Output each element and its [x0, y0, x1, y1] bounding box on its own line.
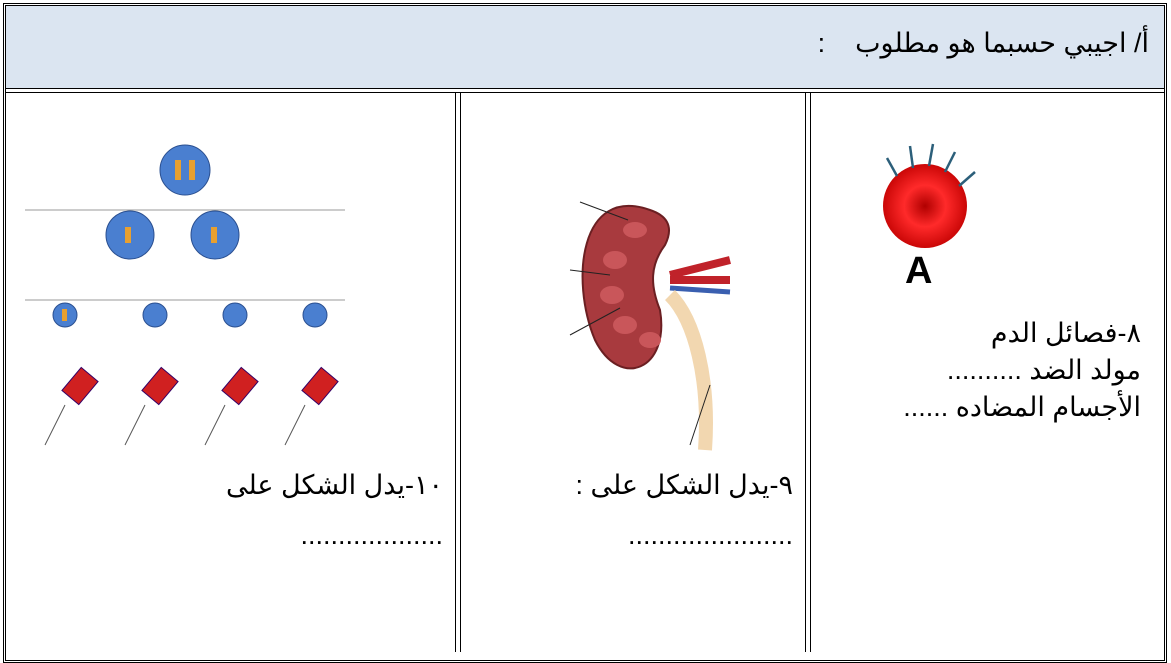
question-line: ...................: [300, 520, 443, 550]
body: أ/ اجيبي حسبما هو مطلوب : A ٨-فصائل الدم…: [3, 3, 1167, 663]
question-line: ١٠-يدل الشكل على: [225, 470, 443, 500]
header-rule: [5, 88, 1165, 93]
blood-cell-image: [883, 143, 976, 248]
question-line: ......................: [627, 520, 793, 550]
meiosis-image: [25, 144, 345, 446]
question-line: ٩-يدل الشكل على :: [575, 470, 793, 500]
question-line: الأجسام المضاده ......: [903, 392, 1141, 422]
antigen-label: A: [905, 250, 933, 292]
kidney-image: [569, 201, 731, 451]
header-background: [5, 5, 1165, 89]
page: {"header":{"title":"أ/ اجيبي حسبما هو مط…: [3, 3, 1167, 663]
question-line: ٨-فصائل الدم: [990, 318, 1141, 348]
worksheet: أ/ اجيبي حسبما هو مطلوب : A ٨-فصائل الدم…: [3, 3, 1167, 663]
question-line: مولد الضد ..........: [946, 355, 1141, 385]
column-rule: [805, 92, 811, 652]
column-rule: [455, 92, 461, 652]
header-title: أ/ اجيبي حسبما هو مطلوب :: [817, 28, 1149, 58]
